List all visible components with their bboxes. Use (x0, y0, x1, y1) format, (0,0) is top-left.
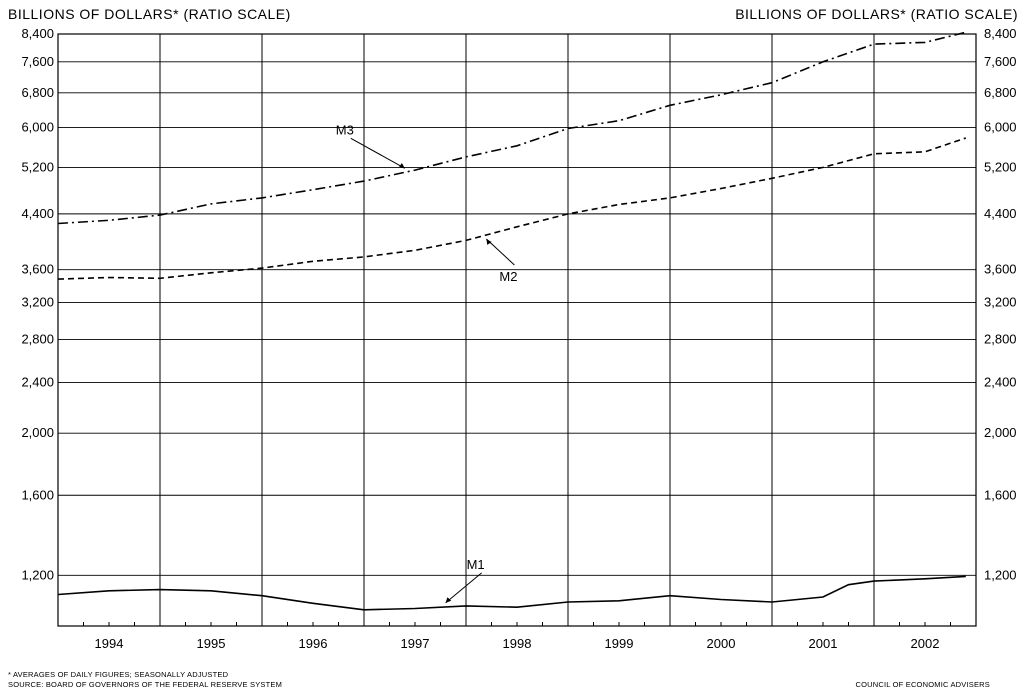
y-tick-label-left: 1,200 (21, 567, 54, 582)
y-tick-label-left: 4,400 (21, 206, 54, 221)
y-tick-label-right: 1,200 (984, 567, 1017, 582)
y-tick-label-left: 8,400 (21, 26, 54, 41)
y-tick-label-left: 6,000 (21, 120, 54, 135)
left-axis-title: BILLIONS OF DOLLARS* (RATIO SCALE) (8, 6, 291, 22)
y-tick-label-right: 3,200 (984, 294, 1017, 309)
annotation-arrow-m2 (486, 238, 492, 245)
x-tick-label-1999: 1999 (605, 636, 634, 651)
annotation-label-m2: M2 (499, 269, 517, 284)
y-tick-label-right: 2,800 (984, 332, 1017, 347)
y-tick-label-right: 2,000 (984, 425, 1017, 440)
x-tick-label-1996: 1996 (299, 636, 328, 651)
x-tick-label-1995: 1995 (197, 636, 226, 651)
series-line-m1 (57, 575, 966, 611)
x-tick-label-1998: 1998 (503, 636, 532, 651)
y-tick-label-left: 3,200 (21, 294, 54, 309)
annotation-leader-m1 (445, 572, 482, 604)
y-tick-label-right: 3,600 (984, 262, 1017, 277)
annotation-leader-m2 (486, 238, 515, 266)
y-tick-labels-left: 1,200 1,600 2,000 2,400 2,800 3,200 3,600 4,400… (21, 26, 54, 582)
year-ticks (83, 34, 951, 626)
x-tick-label-2002: 2002 (911, 636, 940, 651)
annotation-arrow-m3 (398, 163, 405, 169)
y-tick-label-right: 1,600 (984, 487, 1017, 502)
footnote-note: * AVERAGES OF DAILY FIGURES; SEASONALLY … (8, 670, 229, 679)
y-tick-labels-right: 1,200 1,600 2,000 2,400 2,800 3,200 3,600 4,400… (984, 26, 1017, 582)
y-tick-label-left: 2,400 (21, 374, 54, 389)
footnote-credit: COUNCIL OF ECONOMIC ADVISERS (855, 680, 990, 689)
y-tick-label-left: 3,600 (21, 262, 54, 277)
y-tick-label-right: 5,200 (984, 159, 1017, 174)
footnote-source: SOURCE: BOARD OF GOVERNORS OF THE FEDERA… (8, 680, 283, 689)
series-annotations: M3 M2 M1 (336, 122, 517, 604)
y-tick-label-right: 7,600 (984, 54, 1017, 69)
y-tick-label-left: 6,800 (21, 85, 54, 100)
x-tick-label-2000: 2000 (707, 636, 736, 651)
y-tick-label-right: 6,000 (984, 120, 1017, 135)
series-line-m3 (57, 31, 966, 225)
annotation-label-m1: M1 (467, 557, 485, 572)
annotation-label-m3: M3 (336, 122, 354, 137)
x-tick-label-1997: 1997 (401, 636, 430, 651)
annotation-arrow-m1 (445, 597, 452, 603)
right-axis-title: BILLIONS OF DOLLARS* (RATIO SCALE) (735, 6, 1018, 22)
x-tick-labels: 1994 1995 1996 1997 1998 1999 2000 2001 2002 (95, 636, 940, 651)
plot-frame (57, 33, 977, 627)
y-tick-label-left: 7,600 (21, 54, 54, 69)
y-tick-label-left: 2,800 (21, 332, 54, 347)
y-tick-label-left: 1,600 (21, 487, 54, 502)
y-tick-label-right: 8,400 (984, 26, 1017, 41)
y-tick-label-left: 5,200 (21, 159, 54, 174)
x-tick-label-1994: 1994 (95, 636, 124, 651)
y-tick-label-right: 4,400 (984, 206, 1017, 221)
annotation-leader-m3 (350, 137, 406, 169)
y-tick-label-right: 6,800 (984, 85, 1017, 100)
x-tick-label-2001: 2001 (809, 636, 838, 651)
y-tick-label-right: 2,400 (984, 374, 1017, 389)
grid-lines (58, 33, 976, 576)
y-tick-label-left: 2,000 (21, 425, 54, 440)
series-line-m2 (57, 137, 967, 280)
series-lines (57, 31, 967, 611)
